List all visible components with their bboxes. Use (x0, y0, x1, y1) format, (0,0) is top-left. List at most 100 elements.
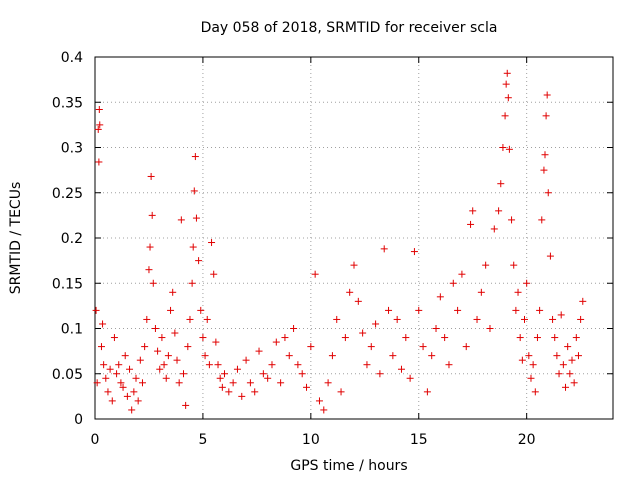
data-point (529, 361, 537, 369)
data-point (92, 306, 100, 314)
data-point (514, 288, 522, 296)
y-tick-label: 0.4 (61, 50, 83, 66)
data-point (189, 243, 197, 251)
data-point (106, 365, 114, 373)
data-point (458, 270, 466, 278)
data-point (259, 370, 267, 378)
data-point (95, 105, 103, 113)
data-point (225, 388, 233, 396)
data-point (104, 388, 112, 396)
data-point (346, 288, 354, 296)
data-point (497, 180, 505, 188)
data-point (149, 279, 157, 287)
data-point (117, 379, 125, 387)
data-point (130, 388, 138, 396)
data-point (553, 352, 561, 360)
data-point (557, 311, 565, 319)
data-point (141, 343, 149, 351)
data-point (541, 151, 549, 159)
data-point (251, 388, 259, 396)
data-point (151, 325, 159, 332)
data-point (99, 320, 107, 328)
data-point (419, 343, 427, 351)
data-point (549, 315, 557, 323)
data-point (205, 361, 213, 369)
data-point (307, 343, 315, 351)
data-point (145, 266, 153, 274)
data-point (290, 325, 298, 332)
data-point (214, 361, 222, 369)
data-point (184, 343, 192, 351)
data-point (523, 279, 531, 287)
data-point (538, 216, 546, 224)
y-tick-label: 0 (74, 412, 83, 428)
data-point (128, 406, 136, 414)
data-point (503, 69, 511, 77)
data-point (294, 361, 302, 369)
data-point (179, 370, 187, 378)
data-point (540, 166, 548, 174)
grid-lines (95, 57, 613, 419)
data-point (521, 315, 529, 323)
data-point (171, 329, 179, 337)
data-point (516, 334, 524, 342)
data-point (156, 365, 164, 373)
data-point (570, 379, 578, 387)
data-point (154, 347, 162, 355)
data-point (281, 334, 289, 342)
data-point (134, 397, 142, 405)
data-point (508, 216, 516, 224)
data-point (337, 388, 345, 396)
data-point (160, 361, 168, 369)
data-point (246, 379, 254, 387)
data-point (393, 315, 401, 323)
data-point (432, 325, 440, 332)
data-point (268, 361, 276, 369)
data-point (95, 158, 103, 166)
data-point (190, 187, 198, 195)
data-point (436, 293, 444, 301)
data-point (518, 356, 526, 364)
data-point (315, 397, 323, 405)
data-point (97, 343, 105, 351)
data-point (108, 397, 116, 405)
data-point (333, 315, 341, 323)
data-point (504, 94, 512, 102)
data-point (201, 352, 209, 360)
data-point (182, 401, 190, 409)
data-point (93, 379, 101, 387)
data-point (495, 207, 503, 215)
data-point (505, 145, 513, 153)
data-point (566, 370, 574, 378)
y-tick-label: 0.1 (61, 322, 83, 338)
data-point (490, 225, 498, 233)
data-point (229, 379, 237, 387)
data-point (577, 315, 585, 323)
data-point (272, 338, 280, 346)
data-point (527, 374, 535, 382)
data-point (298, 370, 306, 378)
data-point (454, 306, 462, 314)
data-point (462, 343, 470, 351)
data-point (482, 261, 490, 269)
data-point (402, 334, 410, 342)
data-point (100, 361, 108, 369)
data-point (233, 365, 241, 373)
data-point (203, 315, 211, 323)
data-point (169, 288, 177, 296)
data-points (92, 69, 587, 414)
data-point (113, 370, 121, 378)
data-point (531, 388, 539, 396)
data-point (415, 306, 423, 314)
data-point (94, 125, 102, 133)
data-point (148, 211, 156, 219)
data-point (559, 361, 567, 369)
data-point (359, 329, 367, 337)
x-axis-title: GPS time / hours (290, 458, 407, 474)
data-point (191, 153, 199, 161)
data-point (277, 379, 285, 387)
data-point (146, 243, 154, 251)
data-point (162, 374, 170, 382)
data-point (525, 352, 533, 360)
